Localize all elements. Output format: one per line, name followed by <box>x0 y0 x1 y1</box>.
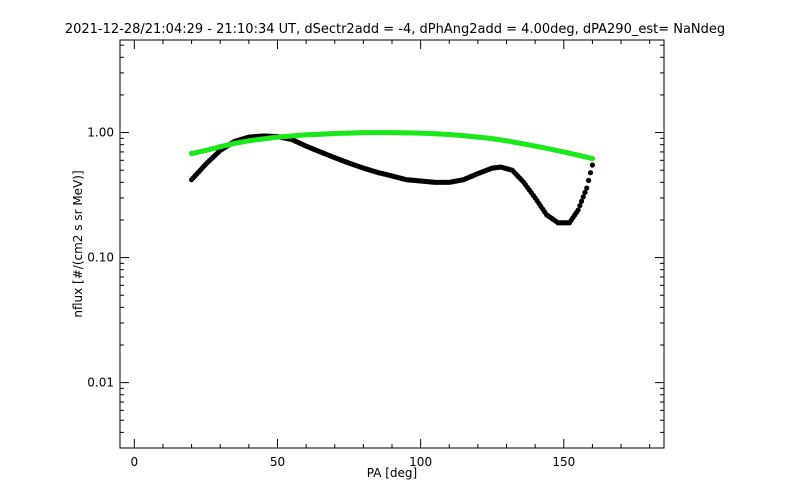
data-point <box>589 162 596 168</box>
data-point <box>586 177 592 183</box>
x-tick-label: 50 <box>270 455 285 469</box>
x-axis: 0 50 100 150 <box>130 40 651 469</box>
data-point <box>578 198 585 204</box>
y-tick-label: 1.00 <box>87 126 114 140</box>
data-point <box>587 170 594 176</box>
data-point <box>580 194 586 200</box>
y-axis: 0.01 0.10 1.00 <box>87 44 664 449</box>
y-axis-label: nflux [#/(cm2 s sr MeV)] <box>71 170 85 317</box>
data-point <box>575 207 581 213</box>
series-2 <box>188 129 596 162</box>
series-layer <box>188 129 596 226</box>
x-axis-label: PA [deg] <box>367 466 417 480</box>
data-point <box>577 203 583 209</box>
plot-frame <box>119 39 665 449</box>
data-point <box>582 189 588 196</box>
chart-title: 2021-12-28/21:04:29 - 21:10:34 UT, dSect… <box>65 22 725 37</box>
y-tick-label: 0.10 <box>87 251 114 265</box>
x-tick-label: 0 <box>130 455 138 469</box>
x-tick-label: 100 <box>409 455 432 469</box>
x-tick-label: 150 <box>552 455 575 469</box>
y-tick-label: 0.01 <box>87 376 114 390</box>
data-point <box>584 185 590 191</box>
data-point <box>589 155 596 162</box>
